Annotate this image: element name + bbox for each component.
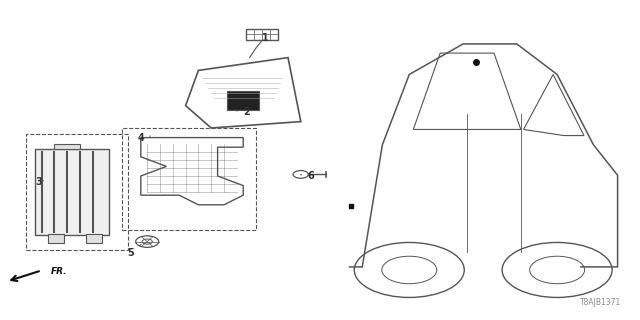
- Bar: [86, 234, 102, 243]
- Text: T8AJB1371: T8AJB1371: [580, 298, 621, 307]
- Text: 5: 5: [127, 244, 141, 258]
- Text: 1: 1: [259, 33, 269, 44]
- Text: 3: 3: [35, 177, 44, 188]
- Bar: [48, 234, 64, 243]
- Text: 6: 6: [300, 171, 314, 181]
- Bar: [122, 128, 256, 230]
- Bar: [35, 149, 109, 235]
- Text: FR.: FR.: [51, 268, 68, 276]
- Bar: [26, 134, 128, 250]
- Text: 2: 2: [236, 107, 250, 117]
- Polygon shape: [227, 91, 259, 110]
- Bar: [54, 144, 80, 149]
- Text: 4: 4: [137, 132, 150, 143]
